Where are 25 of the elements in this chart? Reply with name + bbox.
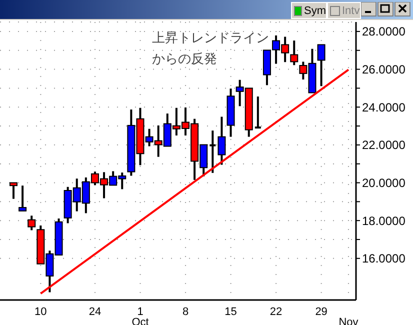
- candlestick: [28, 214, 36, 232]
- y-tick-label: 22.0000: [362, 138, 406, 152]
- y-tick-label: 16.0000: [362, 252, 406, 266]
- y-tick-label: 28.0000: [362, 24, 406, 39]
- annotation: からの反発: [152, 51, 218, 69]
- x-tick-label: 24: [88, 306, 102, 318]
- y-tick-label: 24.0000: [362, 100, 406, 114]
- x-tick-label: 10: [34, 306, 47, 318]
- y-tick-label: 18.0000: [362, 214, 406, 228]
- candlestick: [18, 184, 27, 212]
- candlestick: [10, 182, 18, 200]
- text: Intv: [342, 4, 360, 16]
- candlestick: [317, 44, 326, 88]
- y-tick-label: 20.0000: [362, 176, 406, 190]
- x-tick-label: 29: [315, 306, 328, 318]
- text: Sym: [304, 4, 326, 16]
- candlestick: [254, 96, 262, 129]
- x-tick-label: 22: [270, 306, 282, 318]
- y-tick-label: 26.0000: [362, 62, 406, 77]
- candlestick: [290, 40, 298, 66]
- candlestick: [218, 116, 226, 166]
- x-tick-label: 15: [224, 306, 237, 318]
- annotation: 上昇トレンドライン: [152, 30, 269, 48]
- candlestick: [208, 130, 217, 174]
- x-tick-label: 8: [182, 306, 189, 318]
